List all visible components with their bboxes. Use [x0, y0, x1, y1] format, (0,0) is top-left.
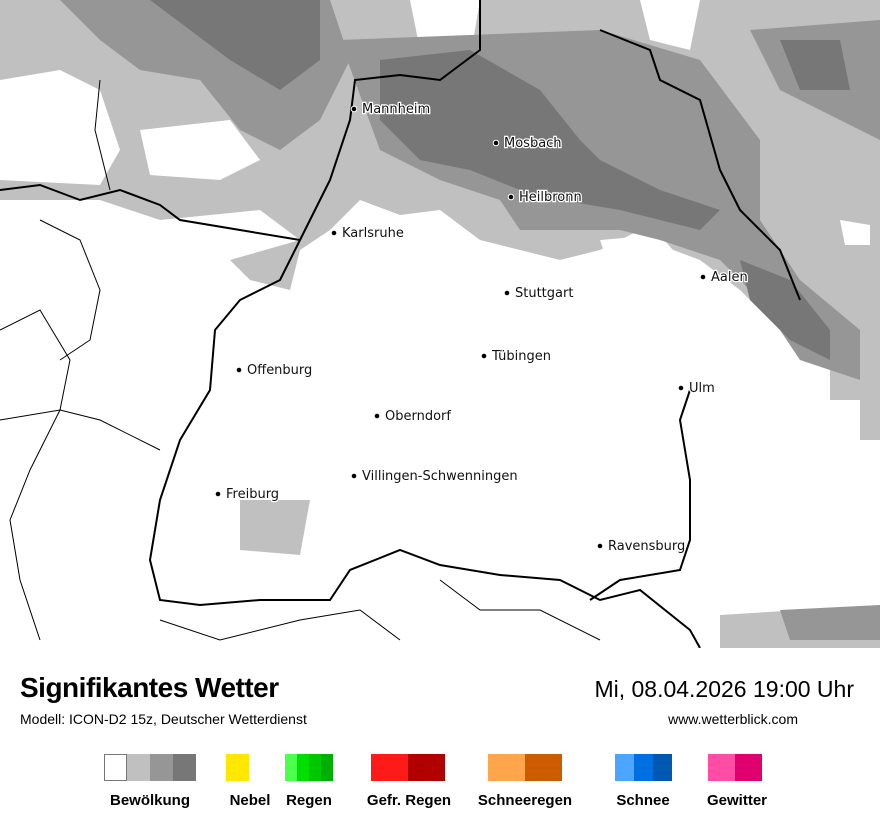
legend-swatches: [708, 754, 762, 781]
legend-swatch: [226, 754, 249, 781]
city-label: Villingen-Schwenningen: [362, 469, 518, 484]
legend-label: Bewölkung: [109, 792, 191, 809]
forecast-datetime: Mi, 08.04.2026 19:00 Uhr: [594, 676, 854, 702]
city-dot: [677, 384, 685, 392]
cloud-holes: [0, 0, 870, 290]
legend-swatch: [708, 754, 735, 781]
city-label: Freiburg: [226, 487, 279, 502]
city-label: Ravensburg: [608, 539, 685, 554]
website-link: www.wetterblick.com: [668, 711, 798, 727]
weather-map: Mannheim Mosbach Heilbronn Karlsruhe Aalen St…: [0, 0, 880, 648]
city-label: Oberndorf: [385, 409, 451, 424]
legend-swatch: [525, 754, 562, 781]
city-label: Mannheim: [362, 102, 430, 117]
model-info: Modell: ICON-D2 15z, Deutscher Wetterdie…: [20, 711, 307, 727]
city-label: Mosbach: [504, 136, 562, 151]
city-label: Heilbronn: [519, 190, 582, 205]
cloud-dark-area: [150, 0, 850, 360]
legend-swatch: [104, 754, 127, 781]
legend-swatch: [127, 754, 150, 781]
legend-swatches: [226, 754, 249, 781]
legend-swatches: [285, 754, 333, 781]
legend-label: Gefr. Regen: [366, 792, 452, 809]
legend-label: Nebel: [229, 792, 271, 809]
legend-swatch: [173, 754, 196, 781]
legend-swatch: [371, 754, 408, 781]
legend-swatch: [488, 754, 525, 781]
legend-swatch: [297, 754, 309, 781]
legend-swatches: [371, 754, 445, 781]
legend-swatch: [735, 754, 762, 781]
legend: Bewölkung Nebel Regen Gefr. Regen Schneerege…: [0, 754, 880, 814]
legend-swatch: [150, 754, 173, 781]
city-dot: [503, 289, 511, 297]
legend-label: Regen: [286, 792, 332, 809]
city-dot: [492, 139, 500, 147]
legend-swatches: [488, 754, 562, 781]
city-label: Aalen: [711, 270, 748, 285]
city-dot: [235, 366, 243, 374]
legend-swatch: [309, 754, 321, 781]
legend-label: Gewitter: [706, 792, 768, 809]
legend-swatches: [104, 754, 196, 781]
borders: [0, 0, 801, 648]
city-label: Ulm: [689, 381, 715, 396]
legend-swatch: [634, 754, 653, 781]
city-dot: [350, 105, 358, 113]
city-dot: [350, 472, 358, 480]
legend-label: Schnee: [616, 792, 670, 809]
city-dot: [480, 352, 488, 360]
city-label: Tübingen: [491, 349, 551, 364]
city-dot: [507, 193, 515, 201]
legend-swatch: [408, 754, 445, 781]
legend-swatch: [321, 754, 333, 781]
legend-swatch: [285, 754, 297, 781]
city-dot: [330, 229, 338, 237]
city-dot: [214, 490, 222, 498]
city-markers: Mannheim Mosbach Heilbronn Karlsruhe Aalen St…: [214, 101, 749, 555]
minor-borders: [0, 79, 601, 641]
legend-swatch: [653, 754, 672, 781]
legend-swatch: [615, 754, 634, 781]
page-title: Signifikantes Wetter: [20, 672, 279, 703]
city-label: Karlsruhe: [342, 226, 404, 241]
legend-swatches: [615, 754, 672, 781]
city-dot: [699, 273, 707, 281]
city-label: Stuttgart: [515, 286, 573, 301]
city-label: Offenburg: [247, 363, 312, 378]
city-dot: [596, 542, 604, 550]
city-dot: [373, 412, 381, 420]
legend-label: Schneeregen: [477, 792, 573, 809]
